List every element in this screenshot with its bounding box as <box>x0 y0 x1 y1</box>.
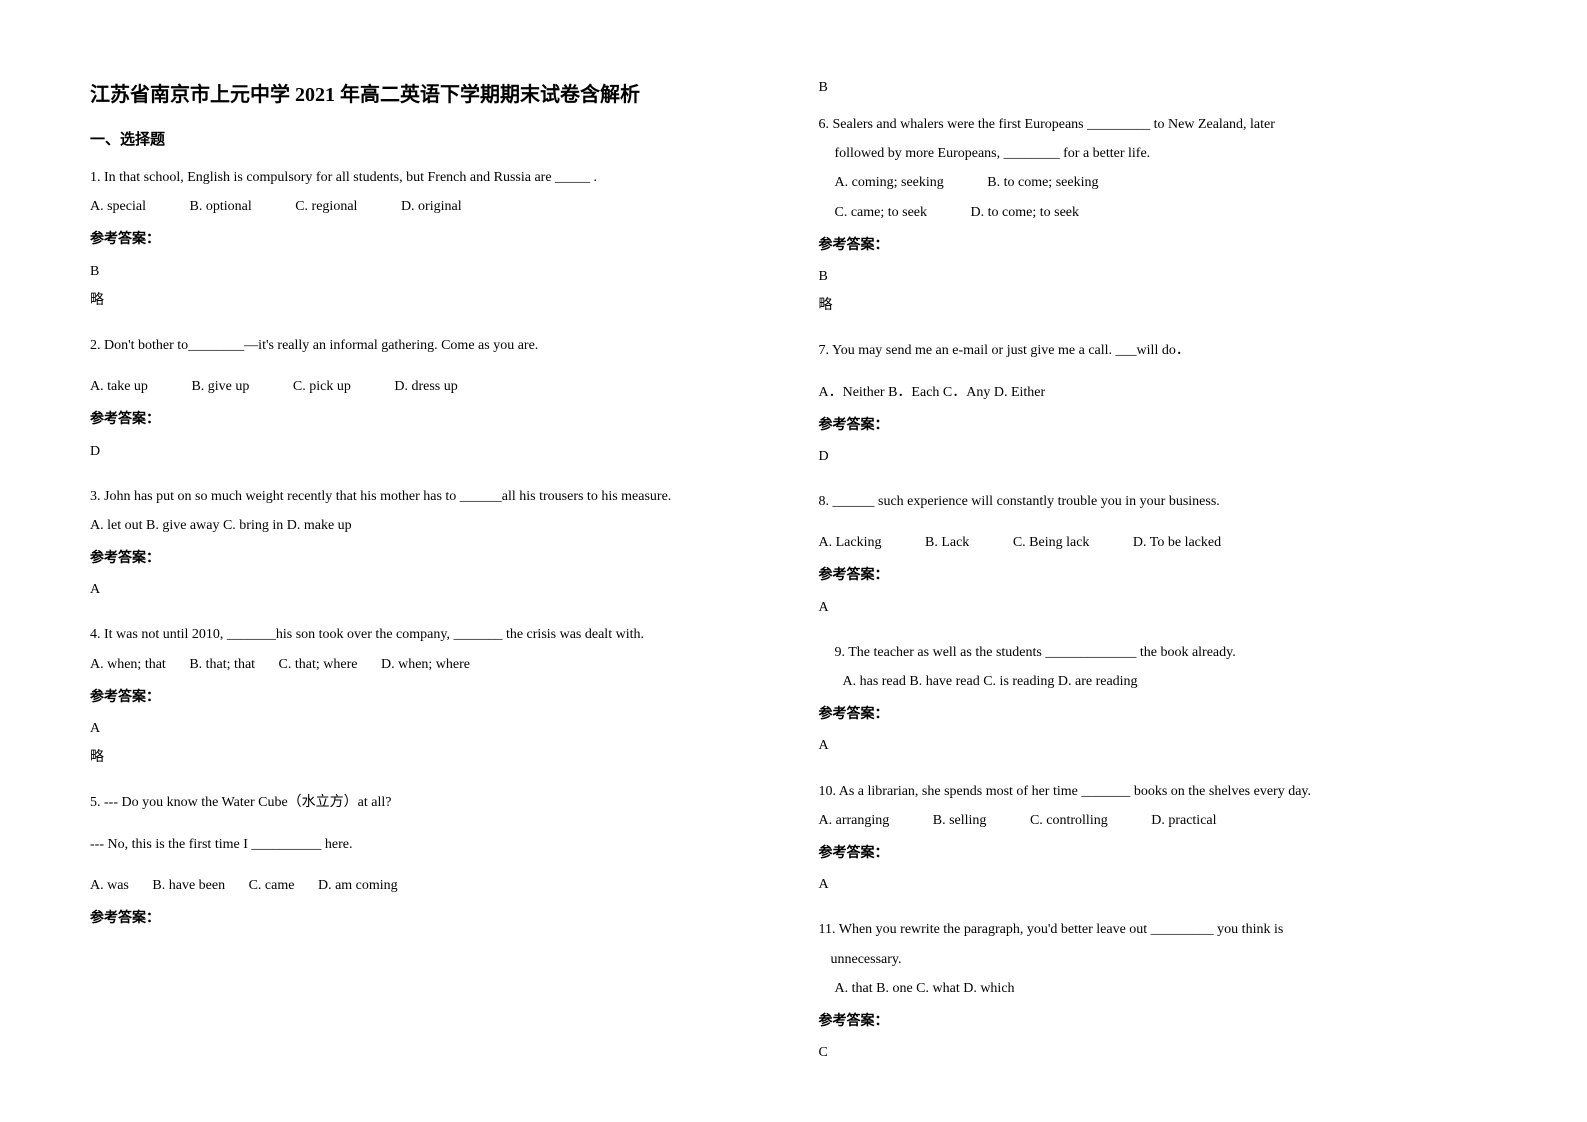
q8-optD: D. To be lacked <box>1133 530 1221 555</box>
q5-text2: --- No, this is the first time I _______… <box>90 832 769 857</box>
q10-optA: A. arranging <box>819 808 890 833</box>
q7-text: 7. You may send me an e-mail or just giv… <box>819 338 1498 363</box>
q8-options: A. Lacking B. Lack C. Being lack D. To b… <box>819 530 1498 555</box>
q6-options-row2: C. came; to seek D. to come; to seek <box>819 200 1498 225</box>
q9-answer-label: 参考答案： <box>819 702 1498 727</box>
q6-options-row1: A. coming; seeking B. to come; seeking <box>819 170 1498 195</box>
q3-text: 3. John has put on so much weight recent… <box>90 484 769 509</box>
q7-answer-label: 参考答案： <box>819 413 1498 438</box>
q8-optB: B. Lack <box>925 530 969 555</box>
q5-answer: B <box>819 80 1498 96</box>
q2-optA: A. take up <box>90 374 148 399</box>
q10-optD: D. practical <box>1151 808 1216 833</box>
q8-answer: A <box>819 595 1498 620</box>
q8-optA: A. Lacking <box>819 530 882 555</box>
q4-optB: B. that; that <box>189 652 255 677</box>
q1-optD: D. original <box>401 194 462 219</box>
q6-optC: C. came; to seek <box>835 200 928 225</box>
q11-text2: unnecessary. <box>819 947 1498 972</box>
question-9: 9. The teacher as well as the students _… <box>819 640 1498 759</box>
question-4: 4. It was not until 2010, _______his son… <box>90 622 769 770</box>
q5-optA: A. was <box>90 873 129 898</box>
q1-optB: B. optional <box>189 194 251 219</box>
q7-options: A．Neither B．Each C．Any D. Either <box>819 380 1498 405</box>
question-10: 10. As a librarian, she spends most of h… <box>819 779 1498 898</box>
q10-answer-label: 参考答案： <box>819 841 1498 866</box>
q7-answer: D <box>819 444 1498 469</box>
q2-answer-label: 参考答案： <box>90 407 769 432</box>
q1-options: A. special B. optional C. regional D. or… <box>90 194 769 219</box>
q3-answer: A <box>90 577 769 602</box>
q4-optD: D. when; where <box>381 652 470 677</box>
q9-options: A. has read B. have read C. is reading D… <box>819 669 1498 694</box>
q3-answer-label: 参考答案： <box>90 546 769 571</box>
question-7: 7. You may send me an e-mail or just giv… <box>819 338 1498 469</box>
q4-optA: A. when; that <box>90 652 166 677</box>
q1-text: 1. In that school, English is compulsory… <box>90 165 769 190</box>
q8-optC: C. Being lack <box>1013 530 1090 555</box>
q2-optC: C. pick up <box>293 374 351 399</box>
q10-text: 10. As a librarian, she spends most of h… <box>819 779 1498 804</box>
q2-options: A. take up B. give up C. pick up D. dres… <box>90 374 769 399</box>
q2-answer: D <box>90 439 769 464</box>
q1-note: 略 <box>90 288 769 313</box>
q5-answer-label: 参考答案： <box>90 906 769 931</box>
q1-answer: B <box>90 259 769 284</box>
q2-text: 2. Don't bother to________—it's really a… <box>90 333 769 358</box>
section-header: 一、选择题 <box>90 128 769 149</box>
q8-answer-label: 参考答案： <box>819 563 1498 588</box>
q5-text1: 5. --- Do you know the Water Cube（水立方）at… <box>90 790 769 815</box>
q5-optC: C. came <box>249 873 295 898</box>
q3-options: A. let out B. give away C. bring in D. m… <box>90 513 769 538</box>
question-11: 11. When you rewrite the paragraph, you'… <box>819 917 1498 1065</box>
q4-text: 4. It was not until 2010, _______his son… <box>90 622 769 647</box>
q6-optB: B. to come; seeking <box>987 170 1098 195</box>
document-title: 江苏省南京市上元中学 2021 年高二英语下学期期末试卷含解析 <box>90 80 769 110</box>
question-5: 5. --- Do you know the Water Cube（水立方）at… <box>90 790 769 931</box>
q10-optC: C. controlling <box>1030 808 1108 833</box>
question-2: 2. Don't bother to________—it's really a… <box>90 333 769 464</box>
q9-answer: A <box>819 733 1498 758</box>
q4-answer-label: 参考答案： <box>90 685 769 710</box>
q6-text1: 6. Sealers and whalers were the first Eu… <box>819 112 1498 137</box>
q4-options: A. when; that B. that; that C. that; whe… <box>90 652 769 677</box>
q1-optC: C. regional <box>295 194 357 219</box>
q2-optB: B. give up <box>191 374 249 399</box>
left-column: 江苏省南京市上元中学 2021 年高二英语下学期期末试卷含解析 一、选择题 1.… <box>90 80 769 1085</box>
q6-optA: A. coming; seeking <box>835 170 944 195</box>
q10-answer: A <box>819 872 1498 897</box>
question-3: 3. John has put on so much weight recent… <box>90 484 769 603</box>
q1-optA: A. special <box>90 194 146 219</box>
right-column: B 6. Sealers and whalers were the first … <box>819 80 1498 1085</box>
question-6: 6. Sealers and whalers were the first Eu… <box>819 112 1498 318</box>
q1-answer-label: 参考答案： <box>90 227 769 252</box>
q6-answer-label: 参考答案： <box>819 233 1498 258</box>
q6-text2: followed by more Europeans, ________ for… <box>819 141 1498 166</box>
q11-answer: C <box>819 1040 1498 1065</box>
q5-options: A. was B. have been C. came D. am coming <box>90 873 769 898</box>
question-8: 8. ______ such experience will constantl… <box>819 489 1498 620</box>
q9-text: 9. The teacher as well as the students _… <box>819 640 1498 665</box>
q4-note: 略 <box>90 745 769 770</box>
q10-optB: B. selling <box>933 808 987 833</box>
q6-answer: B <box>819 264 1498 289</box>
q11-text1: 11. When you rewrite the paragraph, you'… <box>819 917 1498 942</box>
question-1: 1. In that school, English is compulsory… <box>90 165 769 313</box>
q4-optC: C. that; where <box>279 652 358 677</box>
q5-optD: D. am coming <box>318 873 398 898</box>
q6-optD: D. to come; to seek <box>971 200 1079 225</box>
q5-optB: B. have been <box>152 873 225 898</box>
q8-text: 8. ______ such experience will constantl… <box>819 489 1498 514</box>
q2-optD: D. dress up <box>394 374 457 399</box>
q6-note: 略 <box>819 293 1498 318</box>
q11-answer-label: 参考答案： <box>819 1009 1498 1034</box>
q10-options: A. arranging B. selling C. controlling D… <box>819 808 1498 833</box>
q4-answer: A <box>90 716 769 741</box>
q11-options: A. that B. one C. what D. which <box>819 976 1498 1001</box>
